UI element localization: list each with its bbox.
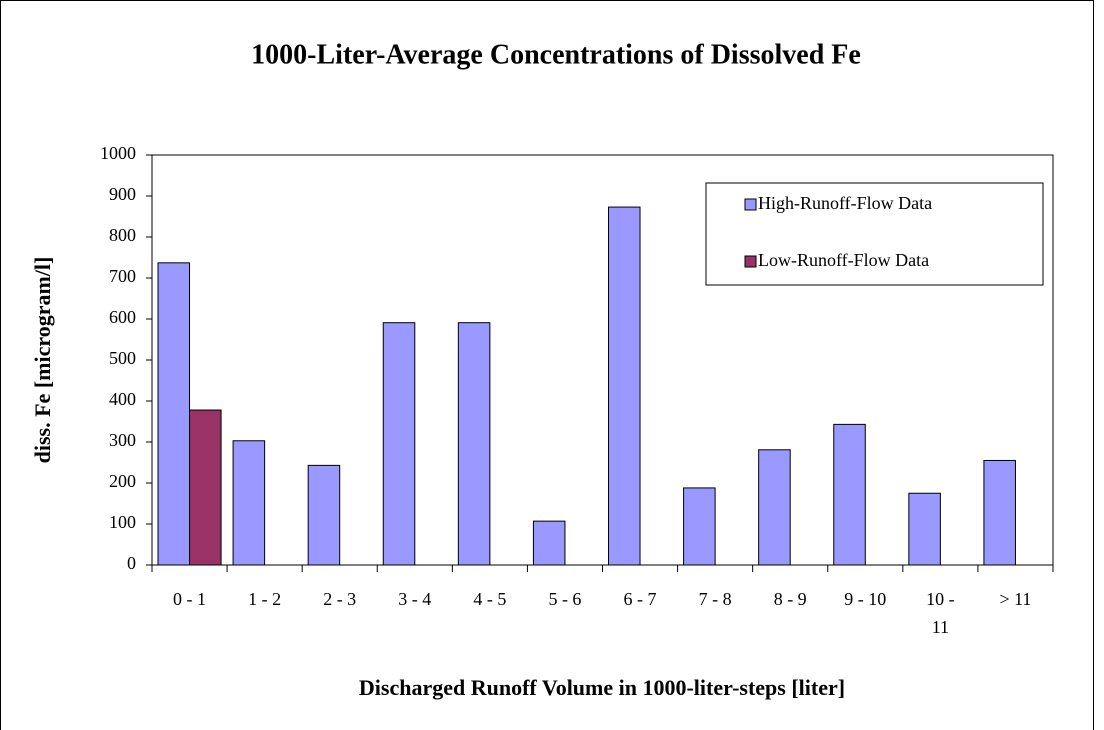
x-tick-label: 4 - 5 xyxy=(473,589,507,609)
x-tick-label: 3 - 4 xyxy=(398,589,432,609)
y-tick-label: 0 xyxy=(127,553,136,573)
bar xyxy=(683,487,716,566)
legend-swatch xyxy=(744,255,757,268)
bar xyxy=(908,492,941,566)
bar xyxy=(532,520,566,566)
x-tick-label: > 11 xyxy=(999,589,1032,609)
x-tick-label-box: 5 - 6 xyxy=(548,589,582,609)
x-tick-label-box: 9 - 10 xyxy=(844,589,887,609)
legend-swatch xyxy=(744,198,757,211)
x-tick-label-box: 6 - 7 xyxy=(623,589,657,609)
bar xyxy=(189,409,222,566)
y-tick-label: 700 xyxy=(109,266,136,286)
y-tick-label: 800 xyxy=(109,225,136,245)
x-tick-label-box: 0 - 1 xyxy=(173,589,207,609)
x-tick-label: 1 - 2 xyxy=(248,589,282,609)
x-tick-label: 2 - 3 xyxy=(323,589,357,609)
x-tick-label: 5 - 6 xyxy=(548,589,582,609)
x-tick-label-box: 4 - 5 xyxy=(473,589,507,609)
x-tick-label: 10 - 11 xyxy=(926,589,955,637)
y-tick-label: 300 xyxy=(109,430,136,450)
x-tick-label: 0 - 1 xyxy=(173,589,207,609)
y-tick-label: 100 xyxy=(109,512,136,532)
y-tick-label: 900 xyxy=(109,184,136,204)
x-tick-label-box: 3 - 4 xyxy=(398,589,432,609)
legend-box xyxy=(705,182,1044,286)
x-tick-label: 9 - 10 xyxy=(844,589,887,609)
x-tick-label-box: > 11 xyxy=(999,589,1032,609)
y-tick-label: 200 xyxy=(109,471,136,491)
bar xyxy=(307,464,341,566)
x-tick-label: 6 - 7 xyxy=(623,589,657,609)
legend-label: Low-Runoff-Flow Data xyxy=(758,250,929,270)
x-tick-label-box: 7 - 8 xyxy=(698,589,732,609)
x-tick-label: 8 - 9 xyxy=(773,589,807,609)
bar xyxy=(758,449,791,566)
y-tick-label: 500 xyxy=(109,348,136,368)
x-tick-label-box: 10 - 11 xyxy=(926,589,955,637)
legend-label: High-Runoff-Flow Data xyxy=(758,193,932,213)
x-tick-label-box: 1 - 2 xyxy=(248,589,282,609)
y-tick-label: 400 xyxy=(109,389,136,409)
y-tick-label: 600 xyxy=(109,307,136,327)
x-tick-label-box: 2 - 3 xyxy=(323,589,357,609)
bar xyxy=(457,322,491,566)
y-tick-label: 1000 xyxy=(100,143,136,163)
x-axis-label: Discharged Runoff Volume in 1000-liter-s… xyxy=(359,675,845,700)
bar xyxy=(157,262,191,566)
y-axis-label: diss. Fe [microgram/l] xyxy=(30,257,55,464)
bar xyxy=(232,440,266,566)
bar xyxy=(833,423,866,566)
bar xyxy=(983,459,1016,566)
x-tick-label: 7 - 8 xyxy=(698,589,732,609)
x-tick-label-box: 8 - 9 xyxy=(773,589,807,609)
bar xyxy=(608,206,641,566)
bar xyxy=(382,322,416,566)
chart-title: 1000-Liter-Average Concentrations of Dis… xyxy=(251,39,861,70)
